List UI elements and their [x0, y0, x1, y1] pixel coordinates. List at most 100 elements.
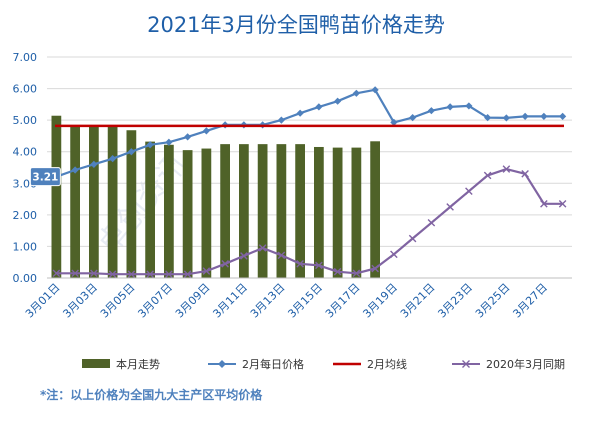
- data-point-x: [221, 259, 229, 268]
- y-tick-label: 7.00: [13, 51, 38, 64]
- data-point-x: [333, 267, 342, 276]
- x-tick-label: 3月01日: [23, 281, 63, 321]
- y-tick-label: 1.00: [13, 240, 38, 253]
- data-point-diamond: [427, 107, 435, 115]
- bar: [182, 150, 193, 278]
- data-point-x: [502, 165, 511, 173]
- data-point-x: [146, 270, 154, 279]
- line-series: [52, 86, 567, 279]
- legend-swatch: [82, 359, 110, 368]
- bar: [201, 148, 212, 278]
- series-line: [56, 168, 563, 276]
- data-point-diamond: [521, 112, 529, 120]
- legend-label: 2020年3月同期: [486, 357, 565, 371]
- data-point-diamond: [352, 89, 360, 97]
- data-point-x: [371, 264, 379, 273]
- data-point-x: [540, 200, 548, 208]
- data-point-x: [483, 171, 492, 180]
- data-point-x: [71, 269, 79, 278]
- x-tick-label: 3月19日: [360, 281, 400, 321]
- data-point-x: [240, 252, 248, 260]
- legend-label: 本月走势: [116, 357, 160, 371]
- data-point-diamond: [90, 160, 98, 168]
- x-tick-label: 3月13日: [248, 281, 288, 321]
- data-point-x: [446, 203, 454, 211]
- x-tick-label: 3月09日: [173, 281, 213, 321]
- x-tick-label: 3月11日: [210, 281, 250, 321]
- data-point-diamond: [334, 97, 342, 105]
- data-point-diamond: [446, 103, 454, 111]
- data-point-x: [315, 261, 323, 270]
- data-point-diamond: [71, 166, 79, 174]
- data-point-x: [390, 250, 398, 259]
- bar-series: [51, 115, 380, 278]
- bar: [276, 144, 287, 278]
- data-point-diamond: [127, 148, 135, 156]
- x-tick-label: 3月21日: [398, 281, 438, 321]
- data-point-x: [52, 269, 61, 278]
- bar: [370, 141, 380, 278]
- data-point-diamond: [390, 118, 398, 126]
- legend-marker: [218, 360, 226, 368]
- watermark-text: 卓创资讯: [91, 147, 195, 261]
- data-point-diamond: [184, 133, 192, 141]
- bar: [70, 125, 80, 278]
- data-point-x: [127, 270, 136, 279]
- bar: [295, 144, 305, 278]
- bar: [126, 130, 137, 278]
- legend-marker: [462, 360, 470, 368]
- bar: [351, 147, 362, 278]
- data-point-diamond: [559, 112, 567, 120]
- bar: [164, 144, 174, 278]
- bar: [257, 144, 268, 278]
- data-point-x: [165, 270, 173, 279]
- data-point-diamond: [146, 141, 154, 149]
- x-tick-label: 3月25日: [473, 281, 513, 321]
- data-point-x: [90, 269, 98, 278]
- bar: [51, 115, 62, 278]
- data-point-diamond: [109, 155, 117, 163]
- data-point-x: [296, 259, 304, 268]
- data-callout: 3.21: [29, 167, 61, 187]
- y-tick-label: 0.00: [13, 272, 38, 285]
- y-tick-label: 5.00: [13, 114, 38, 127]
- data-point-diamond: [484, 114, 492, 122]
- data-point-diamond: [296, 109, 304, 117]
- bar: [332, 147, 343, 278]
- y-tick-label: 2.00: [13, 209, 38, 222]
- data-point-x: [277, 251, 286, 260]
- data-point-x: [558, 200, 567, 208]
- watermark: 卓创资讯: [91, 147, 195, 261]
- data-point-x: [427, 218, 436, 227]
- bar: [220, 144, 230, 278]
- data-point-diamond: [409, 114, 417, 122]
- x-tick-label: 3月15日: [285, 281, 325, 321]
- chart-title: 2021年3月份全国鸭苗价格走势: [147, 13, 445, 37]
- legend: 本月走势 2月每日价格 2月均线 2020年3月同期: [82, 357, 565, 371]
- data-point-diamond: [277, 116, 285, 124]
- bar: [145, 141, 155, 278]
- x-tick-label: 3月03日: [60, 281, 100, 321]
- data-point-diamond: [371, 86, 379, 94]
- bar: [89, 125, 99, 278]
- data-point-diamond: [315, 103, 323, 111]
- data-point-diamond: [202, 127, 210, 135]
- data-point-x: [465, 187, 473, 195]
- callout-label: 3.21: [32, 172, 58, 184]
- data-point-x: [202, 267, 211, 275]
- x-tick-label: 3月07日: [135, 281, 175, 321]
- data-point-diamond: [502, 114, 510, 122]
- chart-note: *注：以上价格为全国九大主产区平均价格: [40, 387, 263, 402]
- y-tick-label: 6.00: [13, 83, 38, 96]
- x-axis: 3月01日3月03日3月05日3月07日3月09日3月11日3月13日3月15日…: [23, 277, 572, 321]
- data-point-diamond: [540, 112, 548, 120]
- data-point-diamond: [165, 138, 173, 146]
- y-tick-label: 4.00: [13, 146, 38, 159]
- x-tick-label: 3月23日: [435, 281, 475, 321]
- data-point-x: [352, 269, 361, 278]
- legend-label: 2月均线: [367, 357, 407, 371]
- callout-box: [29, 167, 61, 187]
- x-tick-label: 3月27日: [510, 281, 550, 321]
